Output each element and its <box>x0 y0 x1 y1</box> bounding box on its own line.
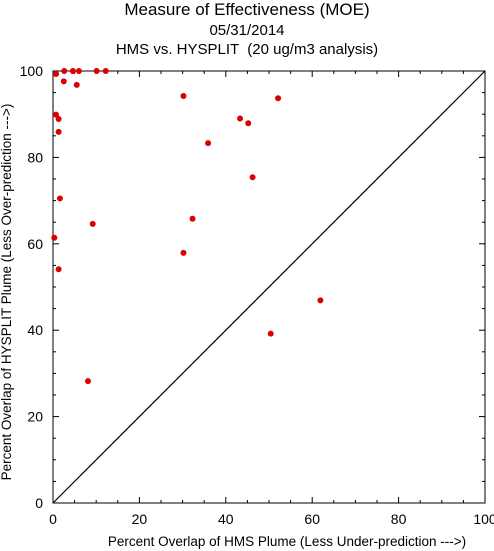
data-point <box>205 140 212 147</box>
data-point <box>55 266 62 273</box>
data-point <box>51 234 58 241</box>
data-point <box>249 174 256 181</box>
y-tick-label: 20 <box>27 409 43 425</box>
data-point <box>275 95 282 102</box>
x-tick-label: 40 <box>218 511 234 527</box>
x-tick-label: 100 <box>473 511 494 527</box>
y-tick-label: 40 <box>27 322 43 338</box>
y-axis-label: Percent Overlap of HYSPLIT Plume (Less O… <box>0 104 14 481</box>
data-point <box>102 68 109 74</box>
data-point <box>55 128 62 135</box>
diagonal-reference-line <box>52 70 486 504</box>
chart-date: 05/31/2014 <box>209 22 285 39</box>
x-axis-label: Percent Overlap of HMS Plume (Less Under… <box>108 534 466 549</box>
y-tick-label: 60 <box>27 236 43 252</box>
data-point <box>61 68 68 74</box>
data-point <box>73 81 80 88</box>
data-point <box>93 68 100 74</box>
y-tick-label: 0 <box>35 495 43 511</box>
chart-subtitle: HMS vs. HYSPLIT (20 ug/m3 analysis) <box>115 41 379 58</box>
data-point <box>53 71 60 78</box>
data-point <box>60 78 67 85</box>
x-tick-label: 60 <box>304 511 320 527</box>
data-point <box>180 249 187 256</box>
x-tick-label: 0 <box>49 511 57 527</box>
data-point <box>84 378 91 385</box>
chart-title: Measure of Effectiveness (MOE) <box>124 0 370 19</box>
data-point <box>317 297 324 304</box>
x-tick-label: 20 <box>132 511 148 527</box>
data-point <box>69 68 76 74</box>
data-point <box>245 120 252 127</box>
y-tick-label: 80 <box>27 149 43 165</box>
data-point <box>56 195 63 202</box>
data-point <box>89 220 96 227</box>
data-point <box>237 115 244 122</box>
plot-area: 0 20 40 60 80 100 0 20 40 60 80 100 <box>20 63 494 527</box>
data-point <box>55 115 62 122</box>
y-tick-label: 100 <box>20 63 44 79</box>
data-point <box>75 68 82 74</box>
x-tick-label: 80 <box>391 511 407 527</box>
data-point <box>53 111 60 118</box>
data-point <box>267 330 274 337</box>
data-point <box>180 93 187 100</box>
data-point <box>189 215 196 222</box>
